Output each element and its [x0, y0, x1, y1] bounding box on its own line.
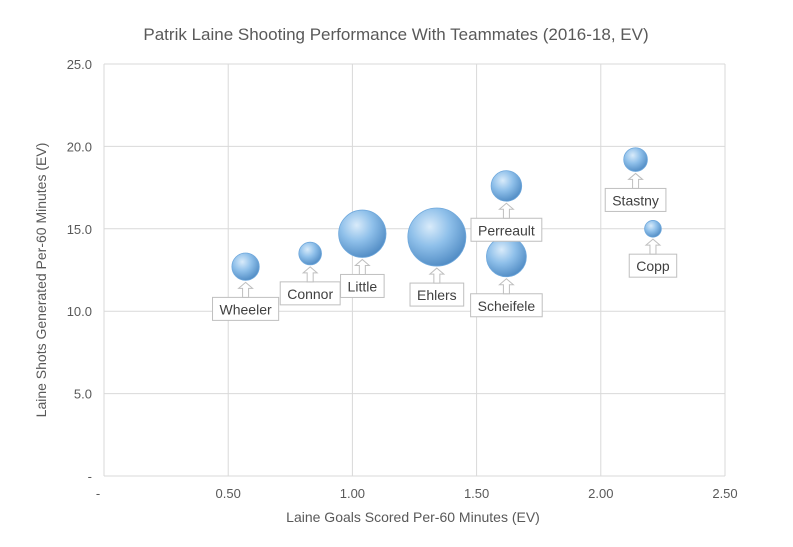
y-axis-title: Laine Shots Generated Per-60 Minutes (EV… — [33, 143, 49, 418]
callout-label: Stastny — [612, 192, 659, 208]
callout-label: Connor — [287, 286, 333, 302]
bubble-ehlers — [407, 207, 467, 267]
callout-copp: Copp — [628, 238, 678, 278]
chart-title: Patrik Laine Shooting Performance With T… — [143, 25, 648, 44]
callout-arrow — [237, 281, 254, 298]
callout-arrow — [627, 172, 644, 189]
x-tick-label: 1.00 — [340, 486, 365, 501]
callout-connor: Connor — [279, 266, 341, 306]
x-tick-label: 2.00 — [588, 486, 613, 501]
bubble-wheeler — [231, 252, 260, 281]
bubble-little — [338, 209, 387, 258]
bubble-scheifele — [486, 236, 527, 278]
bubble-perreault — [490, 170, 523, 202]
x-axis-title: Laine Goals Scored Per-60 Minutes (EV) — [286, 509, 540, 525]
callout-arrow — [498, 202, 515, 219]
callout-arrow — [353, 258, 371, 275]
callout-scheifele: Scheifele — [470, 278, 543, 318]
x-tick-label: 0.50 — [216, 486, 241, 501]
callout-label: Little — [348, 278, 378, 294]
callout-perreault: Perreault — [470, 202, 543, 242]
callout-label: Copp — [636, 258, 670, 274]
callout-arrow — [644, 238, 662, 255]
bubble-copp — [644, 220, 662, 238]
bubbles — [231, 147, 662, 281]
callout-arrow — [301, 266, 319, 283]
callouts: Ehlers Little Scheifele Perreault Wheeler Sta… — [212, 172, 678, 321]
y-tick-label: 5.0 — [74, 387, 92, 402]
x-tick-label: 2.50 — [712, 486, 737, 501]
callout-wheeler: Wheeler — [212, 281, 280, 321]
y-tick-label: 10.0 — [67, 304, 92, 319]
x-axis-tick-labels: - 0.50 1.00 1.50 2.00 2.50 — [96, 486, 738, 501]
y-tick-label: 25.0 — [67, 57, 92, 72]
callout-little: Little — [340, 258, 385, 298]
callout-label: Perreault — [478, 222, 535, 238]
gridlines — [103, 63, 726, 477]
y-axis-tick-labels: - 5.0 10.0 15.0 20.0 25.0 — [67, 57, 92, 484]
y-tick-label: 20.0 — [67, 139, 92, 154]
callout-label: Ehlers — [417, 287, 457, 303]
x-tick-label: - — [96, 486, 100, 501]
callout-arrow — [498, 278, 515, 295]
callout-stastny: Stastny — [604, 172, 667, 212]
x-tick-label: 1.50 — [464, 486, 489, 501]
y-tick-label: 15.0 — [67, 222, 92, 237]
callout-arrow — [428, 267, 446, 284]
bubble-stastny — [623, 147, 648, 172]
callout-label: Wheeler — [220, 301, 272, 317]
callout-label: Scheifele — [478, 298, 536, 314]
y-tick-label: - — [88, 469, 92, 484]
callout-ehlers: Ehlers — [409, 267, 465, 307]
bubble-connor — [298, 241, 322, 266]
